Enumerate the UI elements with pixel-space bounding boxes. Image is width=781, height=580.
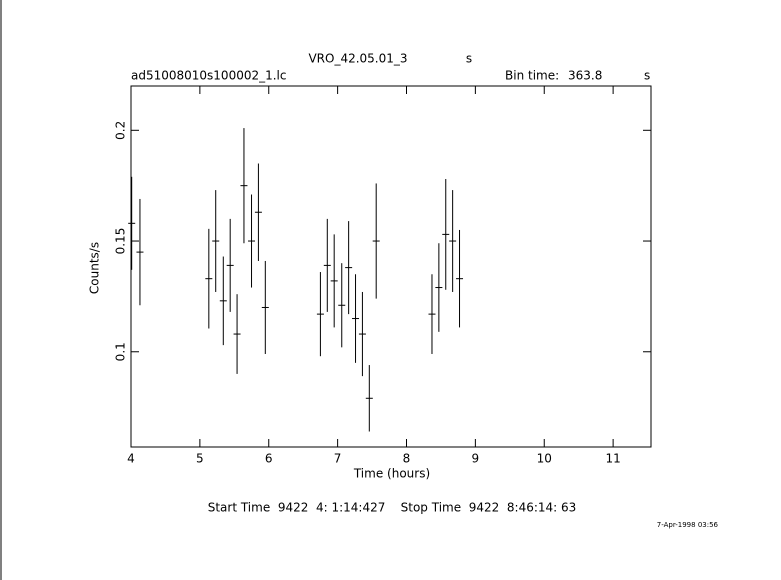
x-tick-label: 11 <box>605 452 620 466</box>
y-tick-label: 0.2 <box>114 121 128 140</box>
title-unit: s <box>466 52 472 66</box>
x-tick-label: 5 <box>196 452 204 466</box>
x-tick-label: 8 <box>403 452 411 466</box>
x-tick-label: 9 <box>472 452 480 466</box>
date-stamp: 7-Apr-1998 03:56 <box>657 521 719 529</box>
chart-title: VRO_42.05.01_3 <box>308 52 407 66</box>
bin-time-unit: s <box>644 69 650 83</box>
x-tick-label: 7 <box>334 452 342 466</box>
bin-time-label: Bin time: <box>505 69 559 83</box>
x-tick-label: 4 <box>127 452 135 466</box>
y-tick-label: 0.1 <box>114 342 128 361</box>
y-tick-label: 0.15 <box>114 228 128 255</box>
x-tick-label: 10 <box>537 452 552 466</box>
x-tick-label: 6 <box>265 452 273 466</box>
footer: Start Time 9422 4: 1:14:427 Stop Time 94… <box>208 501 577 515</box>
bin-time: 363.8 <box>568 69 602 83</box>
y-axis-label: Counts/s <box>88 242 102 294</box>
x-axis-label: Time (hours) <box>353 467 430 481</box>
file-label: ad51008010s100002_1.lc <box>131 69 287 83</box>
plot-frame <box>130 85 652 448</box>
